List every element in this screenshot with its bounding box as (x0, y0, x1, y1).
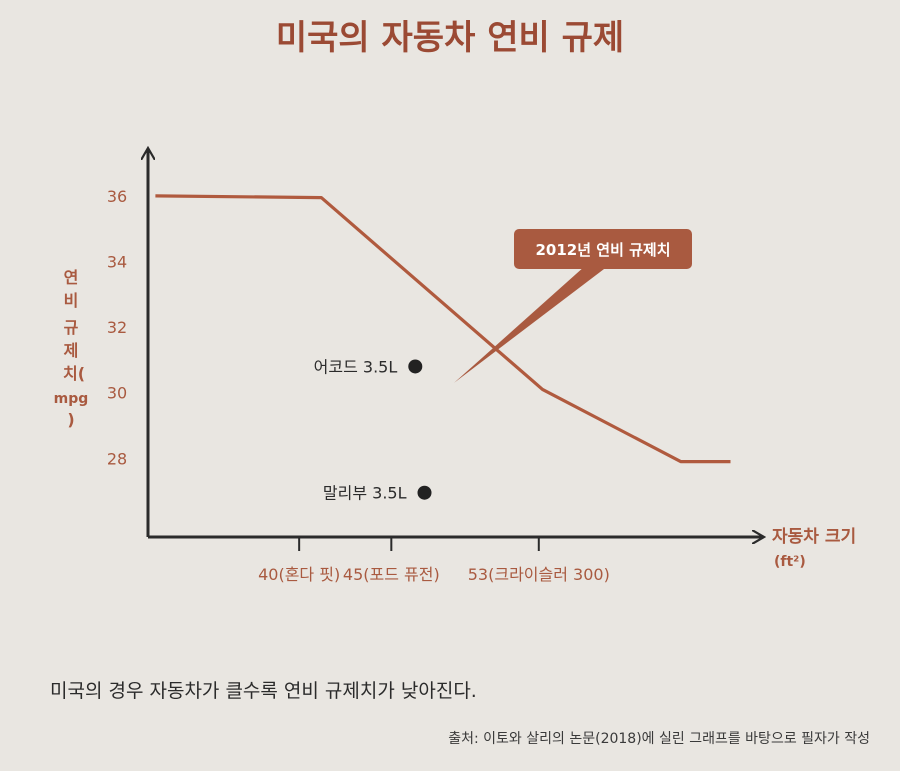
page-title: 미국의 자동차 연비 규제 (275, 18, 625, 58)
x-tick-label: 45(포드 퓨전) (343, 565, 440, 584)
x-tick-label: 53(크라이슬러 300) (468, 565, 610, 584)
y-tick-labels: 36 34 32 30 28 (107, 187, 127, 468)
xlabel-text: 자동차 크기 (772, 527, 856, 547)
y-tick-label: 28 (107, 449, 127, 468)
ylabel-line-4: 제 (64, 341, 79, 360)
car-point-marker (417, 485, 432, 500)
y-tick-label: 30 (107, 384, 127, 403)
x-axis-title: 자동차 크기 (ft²) (772, 527, 856, 570)
ylabel-line-6: mpg (54, 391, 89, 407)
source-note: 출처: 이토와 살리의 논문(2018)에 실린 그래프를 바탕으로 필자가 작… (448, 731, 870, 747)
car-point-label: 말리부 3.5L (323, 484, 407, 503)
ylabel-line-2: 비 (64, 291, 79, 310)
car-point-label: 어코드 3.5L (314, 357, 398, 376)
ylabel-line-3: 규 (64, 318, 79, 337)
regulation-line (155, 194, 731, 464)
y-axis-title: 연 비 규 제 치( mpg ) (54, 268, 89, 429)
caption: 미국의 경우 자동차가 클수록 연비 규제치가 낮아진다. (50, 680, 477, 702)
ylabel-line-5: 치( (63, 364, 85, 383)
callout-box (514, 229, 692, 269)
callout: 2012년 연비 규제치 (454, 229, 692, 383)
callout-label: 2012년 연비 규제치 (536, 241, 671, 259)
xlabel-unit: (ft²) (774, 554, 806, 570)
ylabel-line-1: 연 (64, 268, 79, 287)
fuel-economy-chart: 36 34 32 30 28 40(혼다 핏) 45(포드 퓨전) 53(크라이슬러 300… (54, 0, 856, 584)
y-tick-label: 32 (107, 318, 127, 337)
ylabel-line-7: ) (67, 410, 74, 429)
car-point-marker (408, 359, 423, 374)
x-ticks: 40(혼다 핏) 45(포드 퓨전) 53(크라이슬러 300) (258, 537, 610, 584)
car-points: 어코드 3.5L 말리부 3.5L (314, 357, 432, 503)
y-tick-label: 36 (107, 187, 127, 206)
x-tick-label: 40(혼다 핏) (258, 565, 340, 584)
callout-tail (454, 266, 608, 383)
y-tick-label: 34 (107, 253, 127, 272)
